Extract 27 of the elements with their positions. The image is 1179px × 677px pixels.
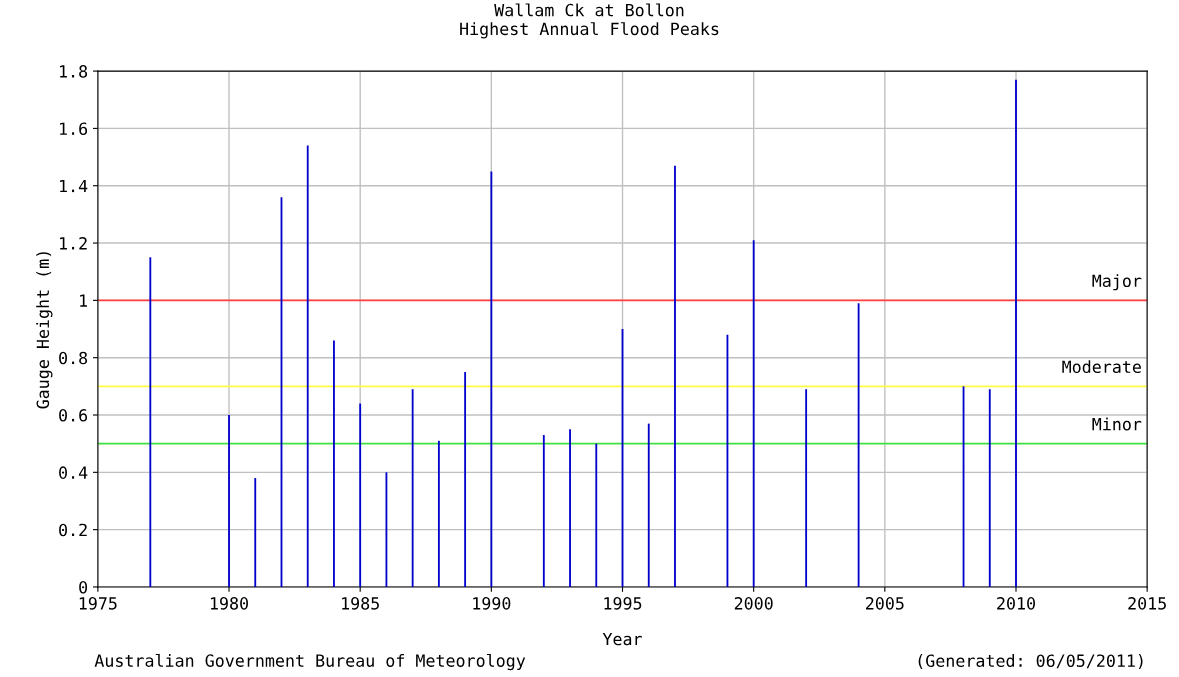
x-tick-label: 1990 [473, 597, 511, 610]
y-tick-label: 0.6 [59, 409, 88, 422]
y-tick-label: 1.8 [60, 65, 88, 78]
chart-title: Wallam Ck at Bollon Highest Annual Flood Peaks [460, 3, 719, 39]
text: (Generated: 06/05/2011) [918, 654, 1143, 669]
y-tick-label: 1.2 [60, 237, 87, 250]
text: Australian Government Bureau of Meteorology [94, 653, 526, 671]
x-axis-title: Year [602, 632, 642, 646]
x-tick-label: 1995 [604, 597, 642, 610]
ref-line-label: Major [1092, 274, 1142, 291]
y-tick-label: 1.4 [60, 179, 88, 193]
x-tick-label: 1985 [342, 597, 379, 610]
x-tick-label: 2005 [866, 597, 904, 610]
y-tick-label: 0.2 [59, 523, 87, 537]
y-tick-label: 1.6 [60, 122, 88, 136]
y-tick-label: 0 [79, 580, 88, 594]
y-tick-label: 0.8 [59, 351, 88, 365]
y-tick-label: 0.4 [59, 466, 88, 479]
x-tick-label: 2010 [997, 597, 1035, 610]
x-tick-label: 2015 [1128, 597, 1166, 610]
ref-line-label: Minor [1092, 417, 1142, 431]
y-tick-label: 1 [80, 294, 87, 307]
x-tick-label: 2000 [734, 597, 773, 610]
x-tick-label: 1980 [210, 597, 249, 610]
x-tick-label: 1975 [79, 597, 117, 610]
ref-line-label: Moderate [1062, 360, 1141, 374]
y-axis-title: Gauge Height (m) [36, 252, 53, 409]
